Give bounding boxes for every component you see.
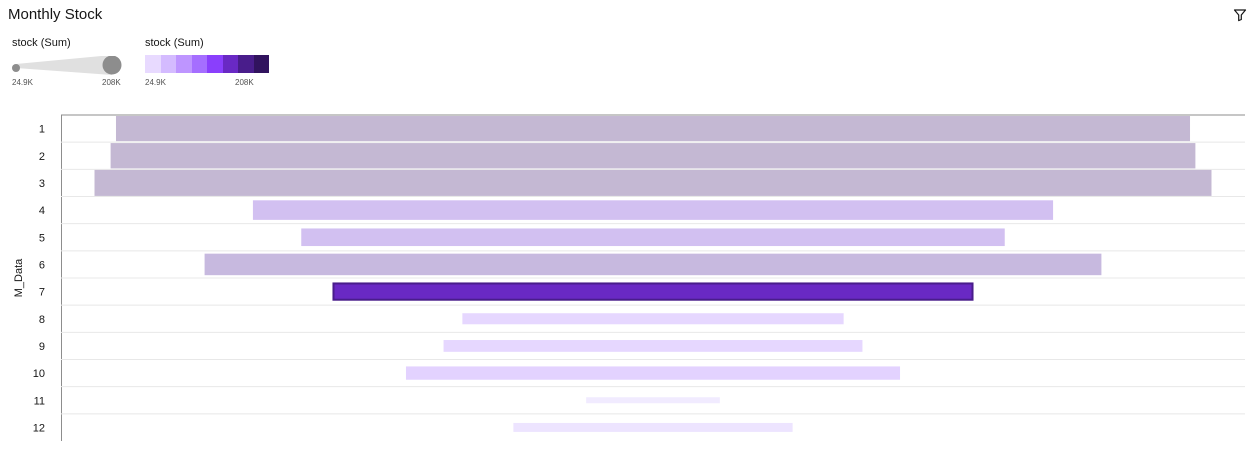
color-legend-swatch bbox=[176, 55, 192, 73]
y-tick-label: 4 bbox=[39, 205, 45, 217]
size-legend-min: 24.9K bbox=[12, 78, 33, 87]
y-tick-label: 6 bbox=[39, 259, 45, 271]
size-legend-max: 208K bbox=[102, 78, 121, 87]
y-tick-label: 8 bbox=[39, 314, 45, 326]
color-legend: stock (Sum) 24.9K 208K bbox=[145, 37, 269, 89]
bar-4[interactable] bbox=[252, 200, 1054, 220]
y-tick-label: 5 bbox=[39, 232, 45, 244]
color-legend-title: stock (Sum) bbox=[145, 37, 204, 49]
size-legend-scale bbox=[12, 56, 122, 75]
filter-icon[interactable] bbox=[1233, 8, 1247, 22]
bar-7[interactable] bbox=[332, 282, 974, 301]
bar-3[interactable] bbox=[94, 169, 1212, 196]
color-legend-max: 208K bbox=[235, 78, 254, 87]
bar-11[interactable] bbox=[586, 397, 720, 404]
y-tick-label: 2 bbox=[39, 151, 45, 163]
color-legend-min: 24.9K bbox=[145, 78, 166, 87]
color-legend-swatch bbox=[253, 55, 269, 73]
color-legend-swatch bbox=[238, 55, 254, 73]
bar-9[interactable] bbox=[443, 340, 863, 352]
bar-2[interactable] bbox=[110, 143, 1196, 169]
color-legend-swatch bbox=[207, 55, 223, 73]
color-legend-swatch bbox=[191, 55, 207, 73]
bar-10[interactable] bbox=[405, 366, 901, 380]
bar-5[interactable] bbox=[301, 228, 1005, 247]
y-tick-label: 3 bbox=[39, 178, 45, 190]
color-legend-swatch bbox=[222, 55, 238, 73]
y-tick-label: 12 bbox=[33, 422, 45, 434]
color-legend-swatch bbox=[145, 55, 161, 73]
bar-1[interactable] bbox=[115, 116, 1191, 142]
y-tick-label: 11 bbox=[34, 395, 45, 407]
y-tick-label: 9 bbox=[39, 341, 45, 353]
y-tick-label: 1 bbox=[39, 124, 45, 136]
size-legend-title: stock (Sum) bbox=[12, 37, 71, 49]
size-legend: stock (Sum) 24.9K 208K bbox=[12, 37, 127, 89]
chart-title: Monthly Stock bbox=[8, 6, 103, 23]
bar-6[interactable] bbox=[204, 253, 1102, 276]
y-tick-label: 7 bbox=[39, 287, 45, 299]
color-legend-swatch bbox=[160, 55, 176, 73]
color-legend-ramp bbox=[145, 55, 269, 73]
bar-12[interactable] bbox=[513, 422, 793, 432]
y-tick-label: 10 bbox=[33, 368, 45, 380]
bar-8[interactable] bbox=[462, 313, 844, 325]
